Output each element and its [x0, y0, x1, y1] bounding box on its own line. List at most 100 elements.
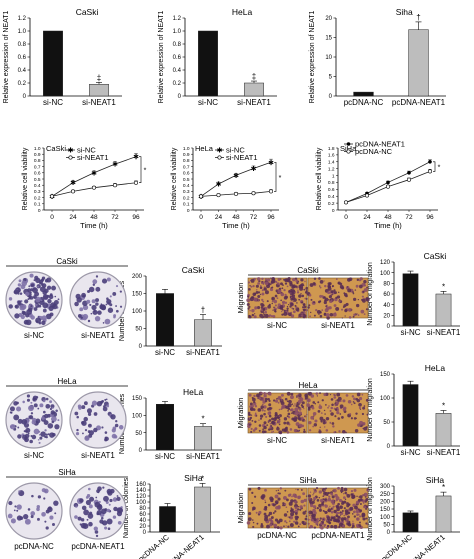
image-title: SiHa: [299, 476, 317, 485]
migrated-cell: [363, 313, 366, 316]
migrated-cell: [350, 493, 353, 496]
colony: [115, 420, 118, 423]
migrated-cell: [365, 308, 368, 311]
migrated-cell: [292, 493, 297, 498]
y-tick-label: 100: [380, 271, 391, 277]
migrated-cell: [329, 393, 332, 396]
colony: [27, 432, 30, 435]
colony: [93, 412, 98, 416]
migrated-cell: [252, 521, 255, 524]
migrated-cell: [297, 525, 300, 528]
migrated-cell: [285, 506, 288, 508]
image-label: si-NC: [24, 331, 44, 340]
migrated-cell: [331, 495, 335, 499]
colony: [37, 495, 42, 499]
migrated-cell: [297, 506, 300, 508]
migrated-cell: [339, 413, 342, 415]
migration-image-hela: HeLa Migration si-NC si-NEAT1: [236, 381, 369, 445]
colony: [91, 400, 98, 406]
migrated-cell: [327, 491, 331, 495]
y-tick-label: 0.2: [173, 81, 182, 87]
migrated-cell: [334, 404, 337, 407]
y-axis-label: Number of colonies: [123, 477, 130, 538]
migrated-cell: [262, 315, 265, 318]
migrated-cell: [338, 300, 341, 303]
data-point: [427, 169, 432, 174]
expression-siha-chart: 0 5 10 15 20 Siha Relative expression of NEAT1…: [309, 7, 446, 107]
y-axis-label: Relative expression of NEAT1: [3, 10, 10, 103]
migrated-cell: [300, 278, 304, 282]
migrated-cell: [293, 417, 298, 422]
x-category-label: si-NC: [155, 452, 175, 461]
migrated-cell: [289, 305, 292, 308]
colony: [45, 526, 49, 530]
migrated-cell: [259, 414, 264, 418]
y-tick-label: 1.8: [328, 146, 335, 152]
colony: [43, 488, 49, 494]
colony: [113, 435, 118, 439]
migrated-cell: [314, 403, 317, 405]
migrated-cell: [345, 510, 350, 515]
x-tick-label: 72: [405, 214, 413, 221]
migrated-cell: [277, 282, 280, 285]
migrated-cell: [356, 495, 358, 498]
colony: [86, 494, 91, 498]
chart-title: CaSki: [182, 265, 205, 275]
migrated-cell: [319, 300, 322, 303]
migrated-cell: [281, 287, 284, 290]
migrated-cell: [323, 393, 327, 397]
migrated-cell: [253, 315, 257, 319]
migrated-cell: [288, 516, 291, 519]
migrated-cell: [290, 395, 294, 400]
colony: [105, 398, 108, 401]
colony: [27, 508, 31, 511]
colony: [77, 313, 82, 318]
migrated-cell: [259, 313, 263, 318]
migrated-cell: [306, 414, 308, 416]
migrated-cell: [336, 507, 340, 512]
colony: [86, 408, 92, 414]
migrated-cell: [323, 426, 326, 428]
colony: [81, 292, 86, 298]
colony: [42, 399, 46, 403]
migrated-cell: [331, 422, 335, 425]
migrated-cell: [249, 310, 251, 312]
migrated-cell: [324, 504, 327, 506]
migrated-cell: [330, 499, 335, 504]
migrated-cell: [323, 523, 327, 527]
bar: [194, 486, 211, 533]
migrated-cell: [303, 498, 307, 502]
migrated-cell: [284, 293, 287, 297]
migrated-cell: [359, 509, 363, 513]
colony: [84, 428, 88, 432]
migrated-cell: [330, 406, 334, 410]
migrated-cell: [271, 278, 276, 282]
migrated-cell: [296, 396, 298, 398]
migrated-cell: [324, 299, 327, 302]
migrated-cell: [274, 399, 279, 403]
migrated-cell: [274, 414, 278, 417]
migrated-cell: [295, 488, 297, 490]
migrated-cell: [312, 425, 315, 428]
significance-marker: *: [279, 175, 282, 182]
colony: [80, 316, 84, 320]
migrated-cell: [291, 297, 295, 301]
migrated-cell: [341, 509, 344, 512]
migrated-cell: [333, 291, 337, 295]
colony: [17, 300, 22, 305]
migrated-cell: [293, 405, 295, 407]
migrated-cell: [268, 414, 272, 418]
migrated-cell: [327, 286, 332, 291]
migrated-cell: [338, 526, 341, 529]
migrated-cell: [335, 511, 339, 515]
migrated-cell: [263, 391, 266, 395]
migrated-cell: [277, 395, 282, 400]
migrated-cell: [300, 293, 302, 295]
colony: [79, 498, 84, 503]
migrated-cell: [246, 521, 251, 525]
data-point: ✱: [112, 161, 118, 169]
x-tick-label: 24: [69, 214, 77, 221]
y-tick-label: 200: [132, 274, 143, 280]
legend-marker: [68, 155, 73, 160]
migrated-cell: [305, 289, 308, 293]
